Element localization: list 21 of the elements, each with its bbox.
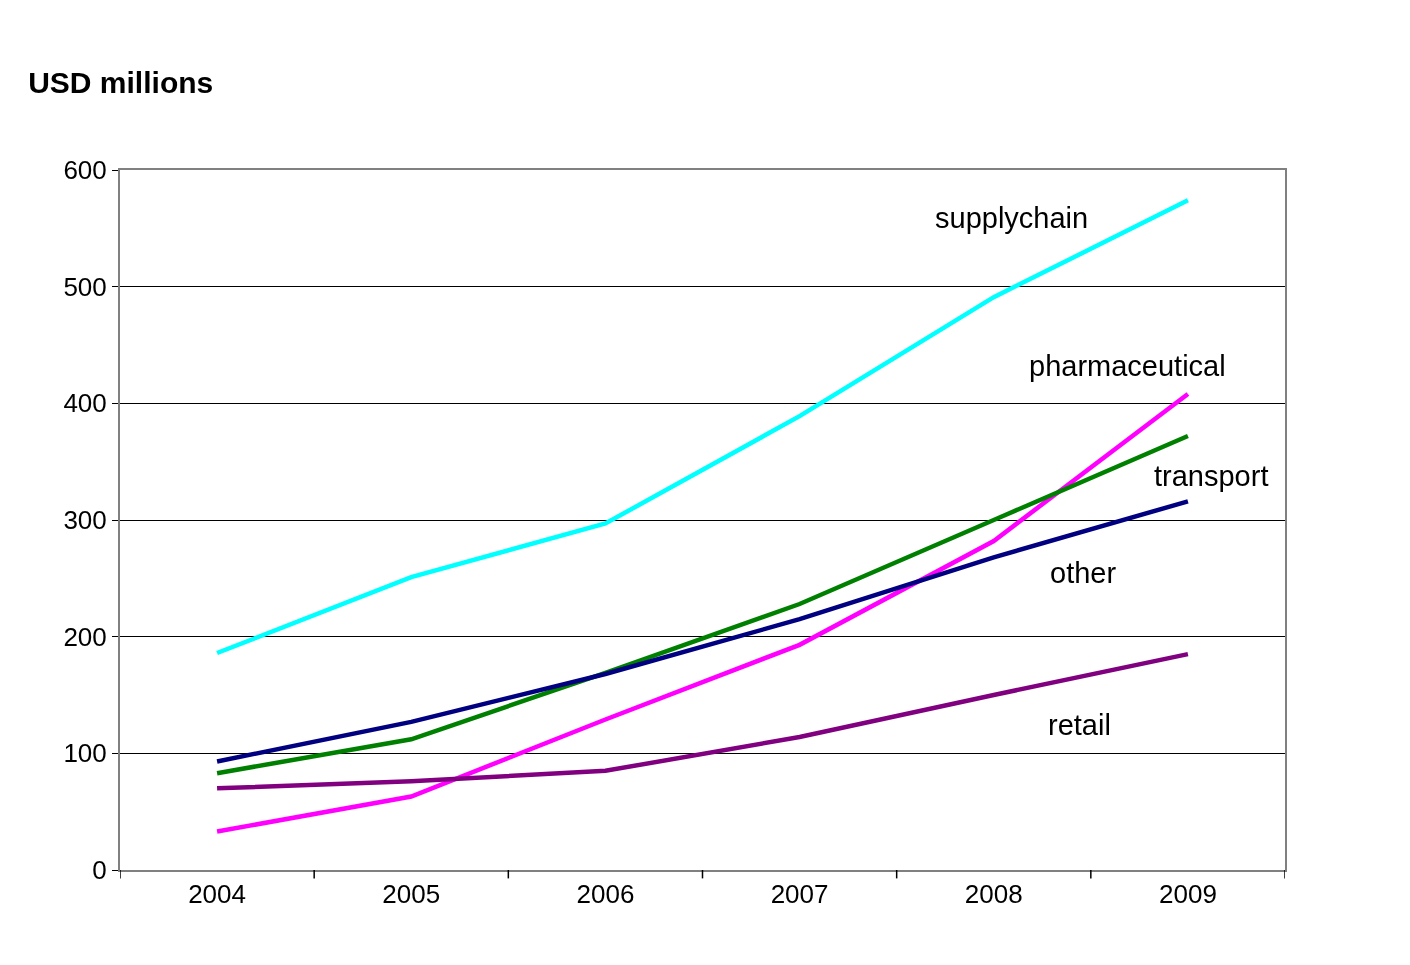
y-tick-label: 600 [63,155,107,186]
chart-title: USD millions [28,65,214,99]
x-tick-label: 2008 [964,879,1023,910]
series-label: retail [1048,709,1111,741]
x-tick-label: 2007 [770,879,829,910]
x-tick-label: 2006 [576,879,635,910]
series-label: transport [1154,460,1269,492]
series-label: pharmaceutical [1029,350,1226,382]
x-tick-label: 2005 [382,879,441,910]
y-tick-label: 500 [63,271,107,302]
y-tick-label: 200 [63,621,107,652]
line-series [214,651,1191,791]
series-label: other [1050,557,1117,589]
y-tick-label: 0 [92,855,107,886]
y-tick-label: 400 [63,388,107,419]
x-tick-label: 2004 [188,879,246,910]
line-series [214,499,1191,764]
y-tick-label: 100 [63,738,107,769]
x-tick-label: 2009 [1159,879,1217,910]
series-label: supplychain [935,202,1089,234]
y-tick-label: 300 [63,505,107,536]
